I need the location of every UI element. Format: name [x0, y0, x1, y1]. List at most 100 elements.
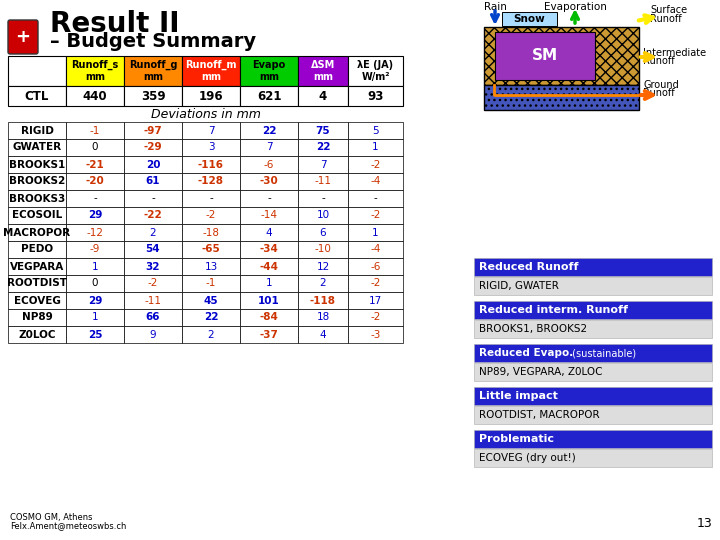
Text: -18: -18: [202, 227, 220, 238]
Bar: [124, 190, 182, 207]
Bar: [348, 309, 403, 326]
Text: 1: 1: [91, 313, 99, 322]
Bar: [182, 326, 240, 343]
Bar: [66, 224, 124, 241]
Text: – Budget Summary: – Budget Summary: [50, 32, 256, 51]
Text: 54: 54: [145, 245, 161, 254]
Text: Intermediate: Intermediate: [643, 48, 706, 58]
Text: ECOSOIL: ECOSOIL: [12, 211, 62, 220]
Bar: [348, 292, 403, 309]
Text: 196: 196: [199, 90, 223, 103]
Bar: [240, 173, 298, 190]
Bar: [66, 326, 124, 343]
Text: -: -: [151, 193, 155, 204]
Bar: [182, 86, 240, 106]
Bar: [182, 224, 240, 241]
Bar: [348, 326, 403, 343]
Bar: [124, 258, 182, 275]
Bar: [348, 139, 403, 156]
Text: -1: -1: [206, 279, 216, 288]
Text: -6: -6: [264, 159, 274, 170]
Bar: [240, 139, 298, 156]
Text: BROOKS1, BROOKS2: BROOKS1, BROOKS2: [479, 324, 587, 334]
Bar: [348, 86, 403, 106]
Bar: [240, 224, 298, 241]
Text: 25: 25: [88, 329, 102, 340]
Bar: [298, 241, 348, 258]
Text: -128: -128: [198, 177, 224, 186]
Bar: [124, 139, 182, 156]
Text: 12: 12: [316, 261, 330, 272]
Text: 0: 0: [91, 279, 98, 288]
Text: 10: 10: [316, 211, 330, 220]
Text: 101: 101: [258, 295, 280, 306]
Text: -116: -116: [198, 159, 224, 170]
Text: Ground: Ground: [643, 80, 679, 90]
Text: -118: -118: [310, 295, 336, 306]
Bar: [474, 277, 712, 295]
Bar: [298, 139, 348, 156]
Text: ROOTDIST: ROOTDIST: [7, 279, 67, 288]
Text: ECOVEG: ECOVEG: [14, 295, 60, 306]
Text: Reduced Evapo.: Reduced Evapo.: [479, 348, 573, 358]
Bar: [240, 156, 298, 173]
Text: 3: 3: [207, 143, 215, 152]
Text: RIGID, GWATER: RIGID, GWATER: [479, 281, 559, 291]
Bar: [348, 190, 403, 207]
Text: Evapo
mm: Evapo mm: [253, 60, 286, 82]
Text: 17: 17: [369, 295, 382, 306]
Bar: [240, 258, 298, 275]
Bar: [8, 207, 66, 224]
Bar: [298, 190, 348, 207]
Text: 13: 13: [696, 517, 712, 530]
Text: -: -: [209, 193, 213, 204]
Bar: [8, 190, 66, 207]
Bar: [240, 56, 298, 86]
Bar: [66, 190, 124, 207]
Bar: [298, 86, 348, 106]
Text: -: -: [321, 193, 325, 204]
Text: Rain: Rain: [484, 2, 506, 12]
Bar: [66, 56, 124, 86]
Bar: [182, 173, 240, 190]
Bar: [348, 241, 403, 258]
Bar: [8, 258, 66, 275]
Bar: [298, 224, 348, 241]
Bar: [124, 156, 182, 173]
Text: -10: -10: [315, 245, 331, 254]
Bar: [124, 275, 182, 292]
Bar: [124, 241, 182, 258]
Text: 440: 440: [83, 90, 107, 103]
Bar: [298, 326, 348, 343]
Text: -30: -30: [260, 177, 279, 186]
Bar: [124, 56, 182, 86]
Text: -: -: [374, 193, 377, 204]
Text: 29: 29: [88, 295, 102, 306]
Bar: [298, 292, 348, 309]
Bar: [474, 344, 712, 362]
Bar: [182, 258, 240, 275]
Text: -6: -6: [370, 261, 381, 272]
Bar: [8, 275, 66, 292]
Text: 22: 22: [204, 313, 218, 322]
Bar: [240, 241, 298, 258]
Text: -34: -34: [260, 245, 279, 254]
Bar: [124, 173, 182, 190]
Text: 1: 1: [372, 143, 379, 152]
Text: 9: 9: [150, 329, 156, 340]
Bar: [66, 258, 124, 275]
Text: MACROPOR: MACROPOR: [4, 227, 71, 238]
Bar: [240, 86, 298, 106]
Text: 7: 7: [266, 143, 272, 152]
Text: 61: 61: [145, 177, 161, 186]
Text: 4: 4: [266, 227, 272, 238]
Text: Surface: Surface: [650, 5, 687, 15]
Bar: [124, 207, 182, 224]
Text: Runoff: Runoff: [643, 56, 675, 66]
Text: 6: 6: [320, 227, 326, 238]
Text: -11: -11: [315, 177, 331, 186]
Text: RIGID: RIGID: [21, 125, 53, 136]
Bar: [8, 122, 66, 139]
Bar: [182, 292, 240, 309]
Bar: [182, 156, 240, 173]
